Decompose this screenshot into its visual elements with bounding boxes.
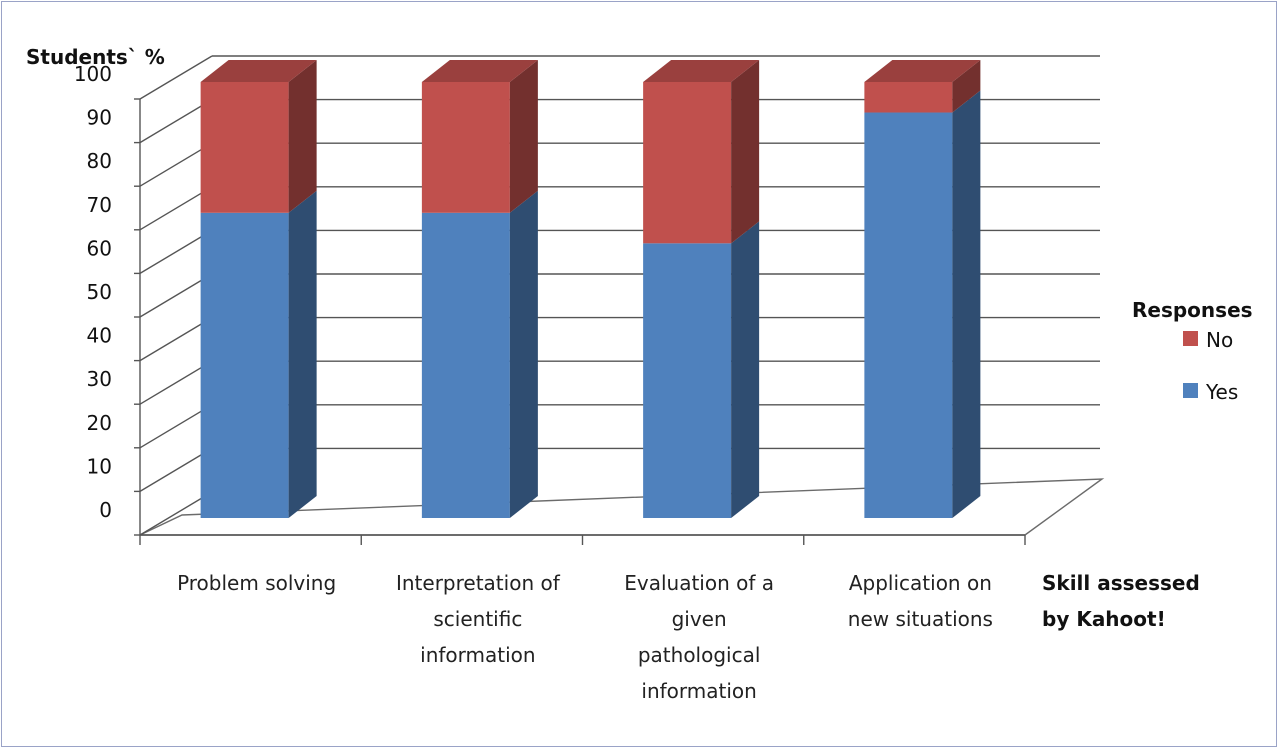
bar-no-top (864, 60, 981, 82)
x-tick-label: Application on new situations (848, 571, 993, 631)
x-axis: Problem solving Interpretation of scientif… (139, 534, 1026, 703)
y-tick-label: 10 (87, 454, 112, 478)
legend-swatch-no (1183, 331, 1198, 346)
gridline-slant (139, 404, 213, 449)
bar-no-side (509, 60, 538, 213)
y-tick-label: 70 (87, 193, 112, 217)
bar-yes-side (509, 190, 538, 519)
bar-no-front (200, 82, 289, 213)
bar-no-front (864, 82, 953, 113)
legend-title: Responses (1132, 298, 1253, 322)
gridline-slant (139, 98, 213, 144)
gridline-slant (139, 186, 213, 231)
bar-yes-front (643, 243, 732, 518)
bar-no-front (421, 82, 510, 213)
x-tick-label: Evaluation of a given pathological informat… (624, 571, 774, 703)
bar-yes-front (200, 212, 289, 519)
x-tick-label: Interpretation of scientific information (396, 571, 561, 667)
bar-yes-side (952, 90, 981, 519)
x-axis-title: Skill assessed by Kahoot! (1042, 571, 1200, 631)
bar-no-top (421, 60, 538, 82)
bar-no-side (288, 60, 317, 213)
legend-swatch-yes (1183, 383, 1198, 398)
bar-no-top (200, 60, 317, 82)
gridline-slant (139, 142, 213, 187)
bar-no-side (952, 60, 981, 113)
y-tick-label: 60 (87, 236, 112, 260)
bar-yes-front (421, 212, 510, 519)
gridline-slant (139, 491, 213, 536)
y-tick-label: 30 (87, 367, 112, 391)
y-tick-label: 20 (87, 411, 112, 435)
gridline-slant (139, 447, 213, 493)
gridline-slant (139, 273, 213, 318)
bar-no-front (643, 82, 732, 244)
x-tick-label: Problem solving (177, 571, 336, 595)
y-tick-label: 40 (87, 324, 112, 348)
bar-yes-side (288, 190, 317, 519)
gridline-slant (139, 316, 213, 362)
gridline-slant (139, 360, 213, 405)
legend: Responses No Yes (1132, 298, 1253, 404)
bars (200, 60, 981, 519)
bar-yes-side (731, 221, 760, 518)
y-axis-title: Students` % (26, 45, 165, 69)
bar-no-top (643, 60, 760, 82)
y-tick-label: 0 (99, 498, 112, 522)
bar-no-side (731, 60, 760, 244)
bar-yes-front (864, 112, 953, 519)
y-tick-label: 100 (74, 62, 112, 86)
legend-label-no: No (1206, 328, 1233, 352)
legend-label-yes: Yes (1205, 380, 1238, 404)
y-tick-label: 80 (87, 149, 112, 173)
gridline-slant (139, 55, 213, 100)
gridline-slant (139, 229, 213, 275)
y-axis: 0 10 20 30 40 50 60 70 80 90 100 (74, 62, 141, 536)
y-tick-label: 50 (87, 280, 112, 304)
y-tick-label: 90 (87, 106, 112, 130)
